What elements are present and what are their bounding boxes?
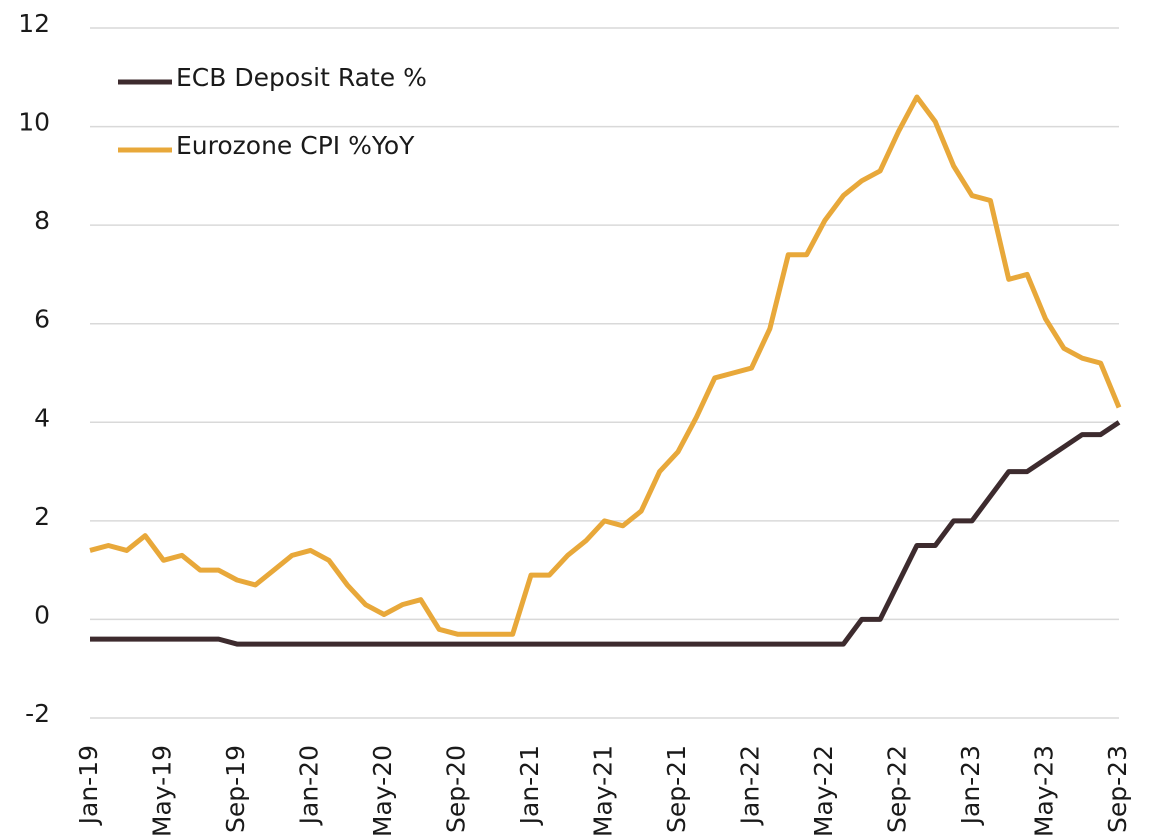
x-tick-label: Jan-22 (736, 745, 765, 826)
legend-label: Eurozone CPI %YoY (176, 131, 415, 160)
y-tick-label: 10 (18, 108, 50, 137)
x-tick-label: Jan-23 (956, 745, 985, 826)
y-tick-label: 12 (18, 9, 50, 38)
y-tick-label: 4 (34, 403, 50, 432)
legend-label: ECB Deposit Rate % (176, 63, 427, 92)
x-tick-label: Sep-20 (442, 745, 471, 833)
x-tick-label: Sep-22 (883, 745, 912, 833)
x-tick-label: Sep-21 (662, 745, 691, 833)
y-tick-label: 8 (34, 206, 50, 235)
x-tick-label: May-19 (148, 745, 177, 837)
x-tick-label: Jan-19 (74, 745, 103, 826)
x-tick-label: Sep-19 (221, 745, 250, 833)
data-line (89, 94, 1122, 637)
data-line (90, 420, 1121, 647)
x-tick-label: May-21 (589, 745, 618, 837)
x-tick-label: Jan-20 (295, 745, 324, 826)
x-tick-label: May-22 (809, 745, 838, 837)
y-tick-label: -2 (25, 699, 50, 728)
x-tick-label: May-23 (1030, 745, 1059, 837)
y-tick-label: 2 (34, 502, 50, 531)
x-tick-label: Sep-23 (1103, 745, 1132, 833)
x-tick-label: May-20 (368, 745, 397, 837)
x-tick-label: Jan-21 (515, 745, 544, 826)
y-tick-label: 6 (34, 305, 50, 334)
y-tick-label: 0 (34, 600, 50, 629)
